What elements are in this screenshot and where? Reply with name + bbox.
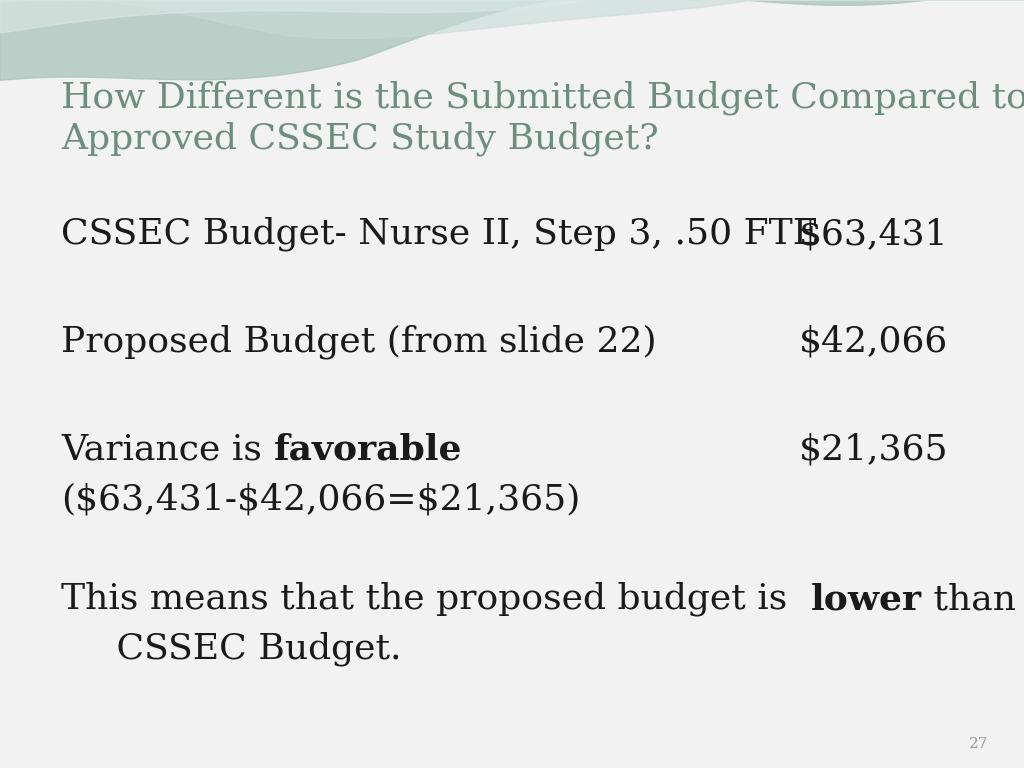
Text: than the: than the (922, 582, 1024, 616)
Text: CSSEC Budget.: CSSEC Budget. (82, 632, 401, 666)
Text: lower: lower (811, 582, 922, 616)
Text: Variance is: Variance is (61, 432, 273, 466)
Text: favorable: favorable (273, 432, 462, 466)
Text: $63,431: $63,431 (799, 217, 948, 251)
Text: Approved CSSEC Study Budget?: Approved CSSEC Study Budget? (61, 121, 659, 156)
Text: $42,066: $42,066 (799, 325, 948, 359)
Text: 27: 27 (969, 737, 988, 751)
Text: This means that the proposed budget is: This means that the proposed budget is (61, 582, 811, 616)
Text: How Different is the Submitted Budget Compared to the: How Different is the Submitted Budget Co… (61, 81, 1024, 115)
Text: CSSEC Budget- Nurse II, Step 3, .50 FTE: CSSEC Budget- Nurse II, Step 3, .50 FTE (61, 217, 819, 251)
Text: ($63,431-$42,066=$21,365): ($63,431-$42,066=$21,365) (61, 482, 581, 516)
Text: Proposed Budget (from slide 22): Proposed Budget (from slide 22) (61, 324, 657, 359)
Text: $21,365: $21,365 (799, 432, 948, 466)
